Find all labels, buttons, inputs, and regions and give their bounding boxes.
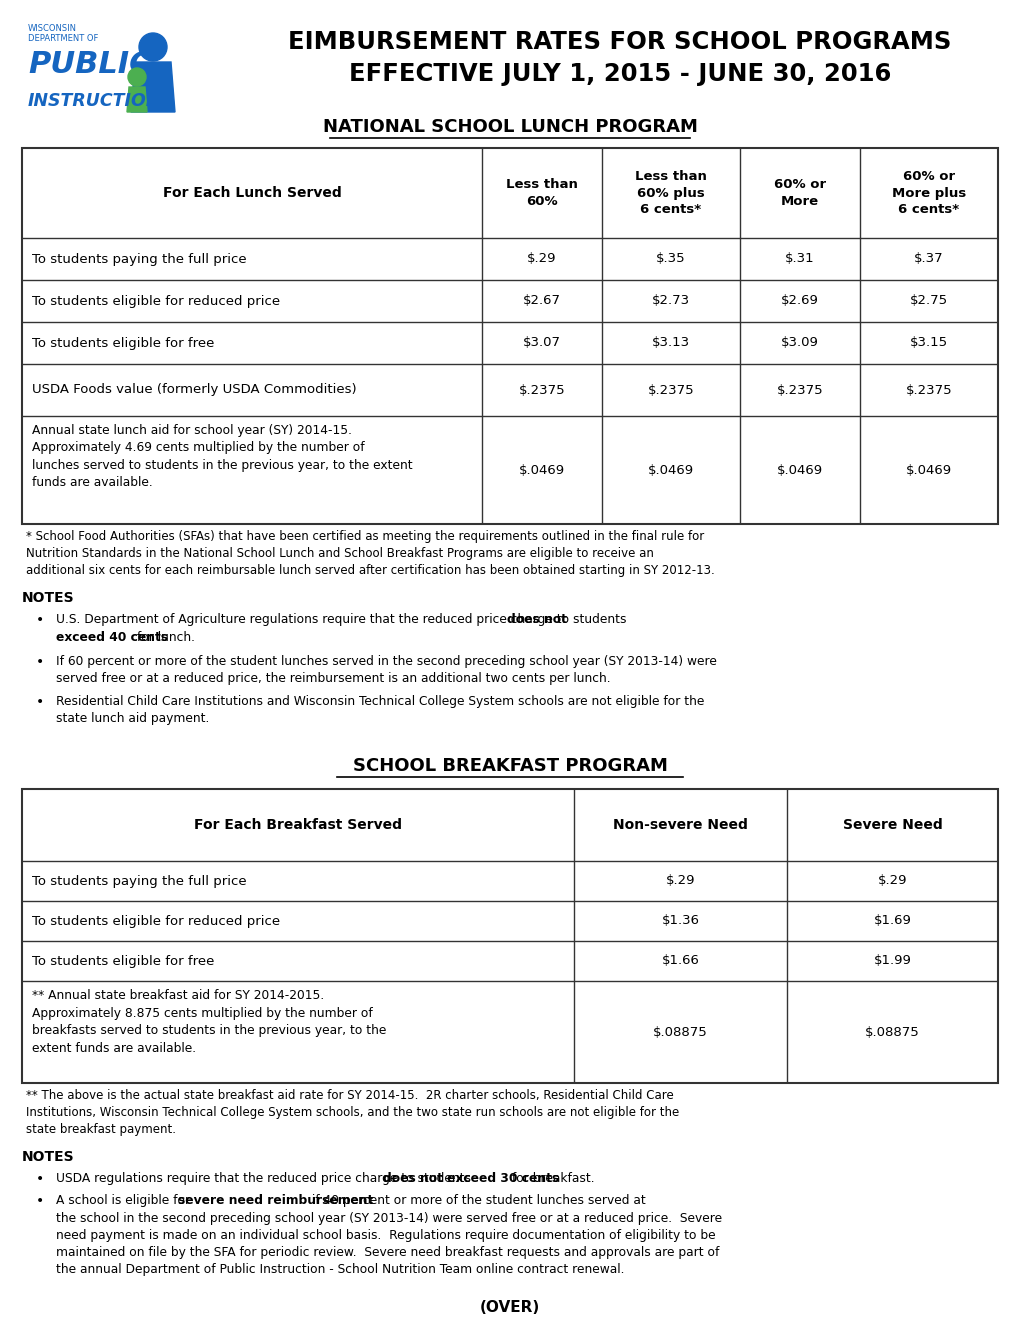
Text: does not exceed 30 cents: does not exceed 30 cents — [382, 1172, 558, 1185]
Text: Less than
60% plus
6 cents*: Less than 60% plus 6 cents* — [635, 170, 706, 216]
Text: the annual Department of Public Instruction - School Nutrition Team online contr: the annual Department of Public Instruct… — [56, 1263, 624, 1276]
Text: $.2375: $.2375 — [647, 384, 694, 396]
Text: To students eligible for reduced price: To students eligible for reduced price — [32, 294, 280, 308]
Text: ** Annual state breakfast aid for SY 2014-2015.
Approximately 8.875 cents multip: ** Annual state breakfast aid for SY 201… — [32, 989, 386, 1055]
Text: $.08875: $.08875 — [652, 1026, 707, 1039]
Text: $.2375: $.2375 — [905, 384, 952, 396]
Text: severe need reimbursement: severe need reimbursement — [178, 1195, 373, 1206]
Text: USDA Foods value (formerly USDA Commodities): USDA Foods value (formerly USDA Commodit… — [32, 384, 357, 396]
Text: To students eligible for reduced price: To students eligible for reduced price — [32, 915, 280, 928]
Text: $3.09: $3.09 — [781, 337, 818, 350]
Text: * School Food Authorities (SFAs) that have been certified as meeting the require: * School Food Authorities (SFAs) that ha… — [25, 531, 703, 543]
Text: $3.15: $3.15 — [909, 337, 947, 350]
Text: INSTRUCTION: INSTRUCTION — [28, 92, 161, 110]
Text: ** The above is the actual state breakfast aid rate for SY 2014-15.  2R charter : ** The above is the actual state breakfa… — [25, 1089, 674, 1102]
Text: state breakfast payment.: state breakfast payment. — [25, 1123, 176, 1137]
Text: $3.07: $3.07 — [523, 337, 560, 350]
Text: EFFECTIVE JULY 1, 2015 - JUNE 30, 2016: EFFECTIVE JULY 1, 2015 - JUNE 30, 2016 — [348, 62, 891, 86]
Text: U.S. Department of Agriculture regulations require that the reduced price charge: U.S. Department of Agriculture regulatio… — [56, 612, 630, 626]
Text: Institutions, Wisconsin Technical College System schools, and the two state run : Institutions, Wisconsin Technical Colleg… — [25, 1106, 679, 1119]
Text: $1.69: $1.69 — [872, 915, 911, 928]
Text: For Each Lunch Served: For Each Lunch Served — [162, 186, 341, 201]
Bar — [22, 148, 997, 524]
Text: For Each Breakfast Served: For Each Breakfast Served — [194, 818, 401, 832]
Text: To students paying the full price: To students paying the full price — [32, 252, 247, 265]
Text: does not: does not — [506, 612, 567, 626]
Text: To students eligible for free: To students eligible for free — [32, 954, 214, 968]
Text: $2.67: $2.67 — [523, 294, 560, 308]
Text: for breakfast.: for breakfast. — [507, 1172, 594, 1185]
Text: $3.13: $3.13 — [651, 337, 690, 350]
Text: •: • — [36, 1172, 44, 1185]
Text: $.29: $.29 — [877, 874, 906, 887]
Text: need payment is made on an individual school basis.  Regulations require documen: need payment is made on an individual sc… — [56, 1229, 715, 1242]
Text: PUBLIC: PUBLIC — [28, 50, 152, 79]
Text: DEPARTMENT OF: DEPARTMENT OF — [28, 34, 98, 44]
Text: Non-severe Need: Non-severe Need — [612, 818, 747, 832]
Text: (OVER): (OVER) — [479, 1300, 540, 1315]
Text: for lunch.: for lunch. — [133, 631, 195, 644]
Text: •: • — [36, 655, 44, 669]
Text: Nutrition Standards in the National School Lunch and School Breakfast Programs a: Nutrition Standards in the National Scho… — [25, 546, 653, 560]
Text: SCHOOL BREAKFAST PROGRAM: SCHOOL BREAKFAST PROGRAM — [353, 756, 666, 775]
Text: To students eligible for free: To students eligible for free — [32, 337, 214, 350]
Text: $1.99: $1.99 — [872, 954, 911, 968]
Text: $2.69: $2.69 — [781, 294, 818, 308]
Text: •: • — [36, 696, 44, 709]
Text: served free or at a reduced price, the reimbursement is an additional two cents : served free or at a reduced price, the r… — [56, 672, 610, 685]
Text: $1.66: $1.66 — [661, 954, 699, 968]
Circle shape — [127, 69, 146, 86]
Text: $.0469: $.0469 — [647, 463, 693, 477]
Bar — [22, 789, 997, 1082]
Text: maintained on file by the SFA for periodic review.  Severe need breakfast reques: maintained on file by the SFA for period… — [56, 1246, 718, 1259]
Text: $.31: $.31 — [785, 252, 814, 265]
Text: $1.36: $1.36 — [661, 915, 699, 928]
Text: state lunch aid payment.: state lunch aid payment. — [56, 711, 209, 725]
Text: Annual state lunch aid for school year (SY) 2014-15.
Approximately 4.69 cents mu: Annual state lunch aid for school year (… — [32, 424, 413, 490]
Text: $.0469: $.0469 — [519, 463, 565, 477]
Text: additional six cents for each reimbursable lunch served after certification has : additional six cents for each reimbursab… — [25, 564, 714, 577]
Polygon shape — [130, 62, 175, 112]
Text: Less than
60%: Less than 60% — [505, 178, 578, 207]
Text: NATIONAL SCHOOL LUNCH PROGRAM: NATIONAL SCHOOL LUNCH PROGRAM — [322, 117, 697, 136]
Text: $.29: $.29 — [527, 252, 556, 265]
Text: •: • — [36, 612, 44, 627]
Text: 60% or
More: 60% or More — [773, 178, 825, 207]
Polygon shape — [127, 87, 147, 112]
Text: NOTES: NOTES — [22, 591, 74, 605]
Text: exceed 40 cents: exceed 40 cents — [56, 631, 168, 644]
Text: $2.73: $2.73 — [651, 294, 690, 308]
Text: $.0469: $.0469 — [905, 463, 951, 477]
Text: $.0469: $.0469 — [776, 463, 822, 477]
Text: If 60 percent or more of the student lunches served in the second preceding scho: If 60 percent or more of the student lun… — [56, 655, 716, 668]
Text: $.2375: $.2375 — [775, 384, 822, 396]
Text: $.37: $.37 — [913, 252, 943, 265]
Text: 60% or
More plus
6 cents*: 60% or More plus 6 cents* — [891, 170, 965, 216]
Circle shape — [139, 33, 167, 61]
Text: A school is eligible for: A school is eligible for — [56, 1195, 194, 1206]
Text: EIMBURSEMENT RATES FOR SCHOOL PROGRAMS: EIMBURSEMENT RATES FOR SCHOOL PROGRAMS — [288, 30, 951, 54]
Text: To students paying the full price: To students paying the full price — [32, 874, 247, 887]
Text: if 40 percent or more of the student lunches served at: if 40 percent or more of the student lun… — [308, 1195, 646, 1206]
Text: WISCONSIN: WISCONSIN — [28, 24, 76, 33]
Text: USDA regulations require that the reduced price charge to students: USDA regulations require that the reduce… — [56, 1172, 475, 1185]
Text: $.2375: $.2375 — [519, 384, 565, 396]
Text: Residential Child Care Institutions and Wisconsin Technical College System schoo: Residential Child Care Institutions and … — [56, 696, 704, 708]
Text: Severe Need: Severe Need — [842, 818, 942, 832]
Text: •: • — [36, 1195, 44, 1208]
Text: $2.75: $2.75 — [909, 294, 947, 308]
Text: the school in the second preceding school year (SY 2013-14) were served free or : the school in the second preceding schoo… — [56, 1212, 721, 1225]
Text: $.35: $.35 — [655, 252, 685, 265]
Text: $.29: $.29 — [665, 874, 695, 887]
Text: $.08875: $.08875 — [864, 1026, 919, 1039]
Text: NOTES: NOTES — [22, 1150, 74, 1164]
